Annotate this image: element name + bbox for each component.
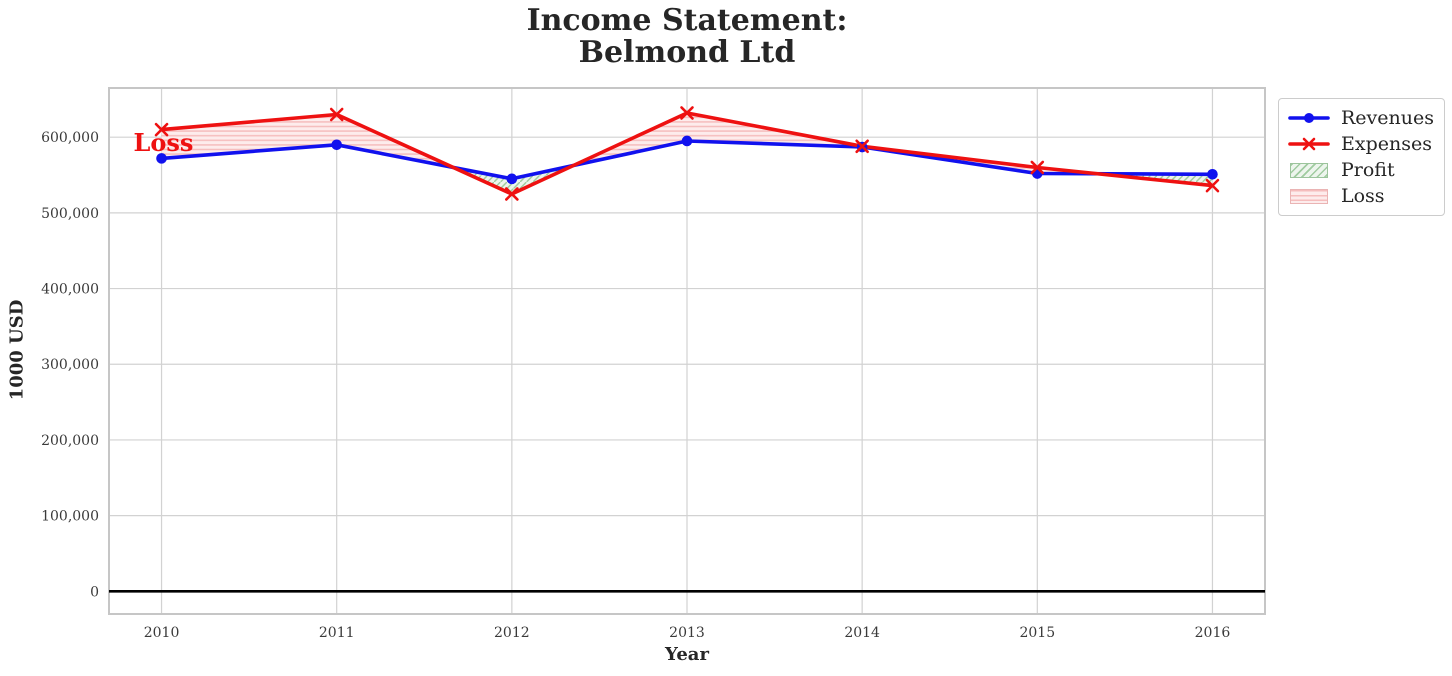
revenues-marker	[156, 153, 167, 164]
x-tick-label: 2014	[844, 625, 880, 641]
x-tick-label: 2010	[144, 625, 180, 641]
expenses-marker	[1030, 160, 1045, 175]
loss-annotation: Loss	[134, 128, 194, 157]
expenses-marker	[154, 122, 169, 137]
expenses-marker	[680, 106, 694, 120]
legend-label-expenses: Expenses	[1341, 132, 1432, 155]
legend: Revenues Expenses Profit Loss	[1278, 98, 1445, 216]
y-tick-label: 0	[90, 584, 99, 600]
x-tick-label: 2013	[669, 625, 705, 641]
legend-label-loss: Loss	[1341, 184, 1385, 207]
expenses-marker	[329, 107, 344, 122]
revenues-marker	[506, 173, 518, 185]
y-tick-label: 200,000	[41, 433, 99, 449]
legend-item-expenses: Expenses	[1287, 131, 1436, 157]
legend-item-profit: Profit	[1287, 157, 1436, 183]
x-tick-label: 2016	[1195, 625, 1231, 641]
x-tick-label: 2011	[319, 625, 355, 641]
legend-item-loss: Loss	[1287, 183, 1436, 209]
y-tick-label: 600,000	[41, 130, 99, 146]
y-tick-label: 400,000	[41, 282, 99, 298]
revenues-marker	[331, 139, 342, 151]
legend-label-revenues: Revenues	[1341, 106, 1434, 129]
chart-title: Income Statement: Belmond Ltd	[526, 3, 848, 70]
revenues-marker	[1207, 168, 1218, 180]
y-tick-label: 300,000	[41, 357, 99, 373]
legend-item-revenues: Revenues	[1287, 105, 1436, 131]
loss-fill-region	[573, 113, 1099, 174]
legend-label-profit: Profit	[1341, 158, 1395, 181]
y-tick-label: 100,000	[41, 509, 99, 525]
expenses-marker	[505, 187, 519, 201]
loss-fill-region	[161, 114, 454, 168]
x-tick-label: 2015	[1019, 625, 1055, 641]
expenses-line-sample	[1287, 134, 1331, 154]
expenses-marker	[1205, 178, 1220, 193]
plot-border	[108, 87, 1266, 615]
x-tick-label: 2012	[494, 625, 530, 641]
expenses-marker	[855, 139, 869, 154]
loss-swatch	[1287, 186, 1331, 206]
revenues-line-sample	[1287, 108, 1331, 128]
x-axis-label: Year	[665, 644, 709, 665]
y-tick-label: 500,000	[41, 206, 99, 222]
profit-swatch	[1287, 160, 1331, 180]
revenues-marker	[681, 135, 693, 147]
